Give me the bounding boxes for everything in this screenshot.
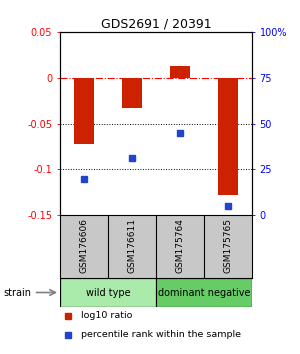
Text: GSM175764: GSM175764 [176,218,184,273]
Text: GSM175765: GSM175765 [224,218,232,273]
Text: GSM176606: GSM176606 [80,218,88,273]
Text: dominant negative: dominant negative [158,287,250,297]
Bar [122,78,142,108]
Text: strain: strain [3,287,31,297]
Bar [156,278,252,307]
Bar [170,66,190,78]
Text: wild type: wild type [86,287,130,297]
Text: percentile rank within the sample: percentile rank within the sample [81,330,241,339]
Bar [74,78,94,144]
Bar [60,278,156,307]
Title: GDS2691 / 20391: GDS2691 / 20391 [101,18,211,31]
Text: log10 ratio: log10 ratio [81,311,133,320]
Text: GSM176611: GSM176611 [128,218,136,273]
Bar [218,78,238,195]
